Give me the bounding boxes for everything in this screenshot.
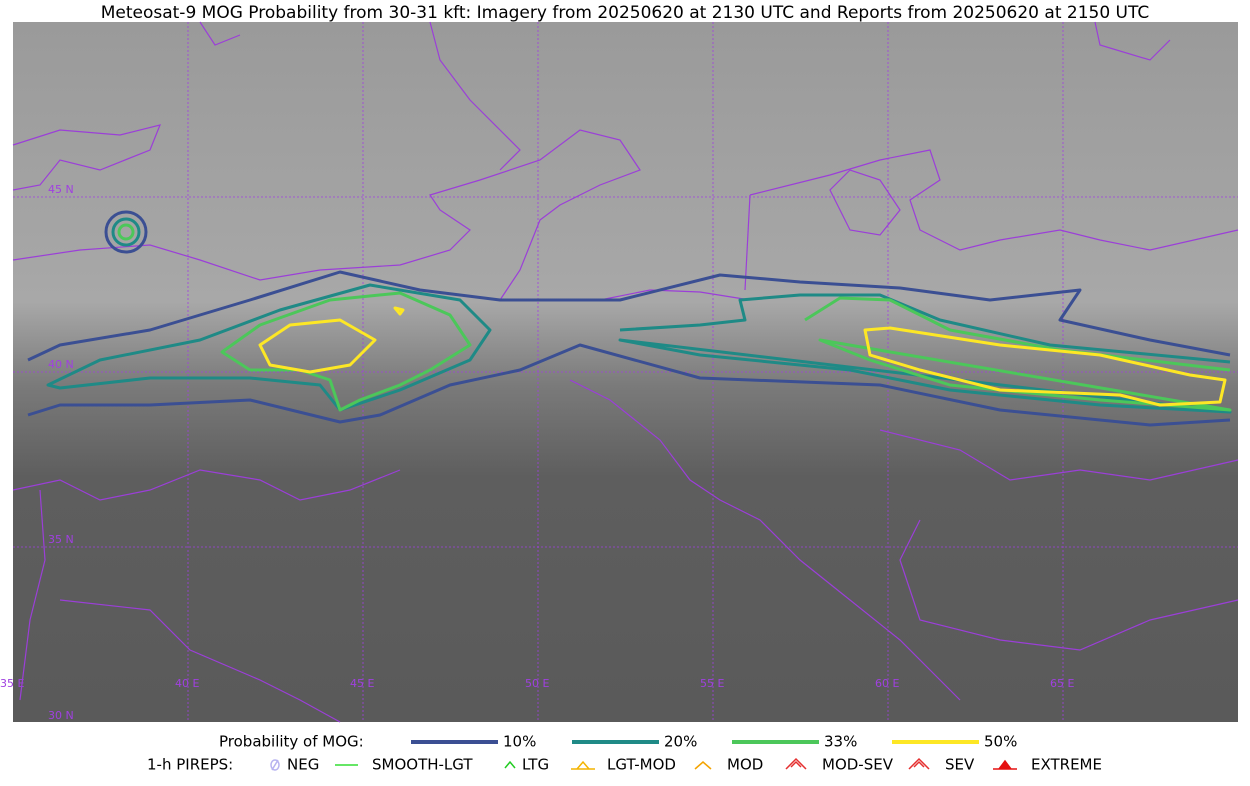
lon-label: 65 E [1050,677,1074,690]
legend-label: MOD [727,756,763,774]
lon-label: 45 E [350,677,374,690]
contour-20 [46,283,1232,414]
legend-label: NEG [287,756,319,774]
graticule: 45 N 40 N 35 N 30 N 35 E 40 E 45 E 50 E 55 E 60 E… [0,22,1238,722]
legend-label: SMOOTH-LGT [372,756,473,774]
legend-label: LTG [522,756,549,774]
lat-label: 35 N [48,533,74,546]
lon-label: 50 E [525,677,549,690]
legend: Probability of MOG: 10% 20% 33% 50% 1-h PIREP… [147,733,1102,774]
map: 45 N 40 N 35 N 30 N 35 E 40 E 45 E 50 E 55 E 60 E… [0,21,1239,723]
lat-label: 40 N [48,358,74,371]
legend-label: 20% [664,733,697,751]
lon-label: 55 E [700,677,724,690]
legend-label: EXTREME [1031,756,1102,774]
pirep-symbol [993,759,1017,770]
contour-10 [27,270,1231,427]
contour-33 [117,223,135,241]
legend-label: 33% [824,733,857,751]
pirep-symbol [270,759,280,771]
legend-title: 1-h PIREPS: [147,756,233,774]
coastlines [12,21,1239,723]
legend-label: MOD-SEV [822,756,894,774]
contour-20 [111,217,141,247]
contour-10 [104,210,148,254]
legend-label: 50% [984,733,1017,751]
lon-label: 60 E [875,677,899,690]
lat-label: 45 N [48,183,74,196]
pirep-symbol [504,760,516,769]
legend-label: LGT-MOD [607,756,676,774]
legend-title: Probability of MOG: [219,733,364,751]
lat-label: 30 N [48,709,74,722]
pirep-symbol [908,757,930,770]
title: Meteosat-9 MOG Probability from 30-31 kf… [101,3,1150,23]
contour-50 [258,306,1227,407]
pirep-symbol [785,757,807,770]
legend-label: SEV [945,756,975,774]
legend-label: 10% [503,733,536,751]
contours [27,210,1232,427]
pirep-symbol [571,760,595,770]
pirep-symbol [694,761,712,770]
lon-label: 35 E [0,677,24,690]
lon-label: 40 E [175,677,199,690]
